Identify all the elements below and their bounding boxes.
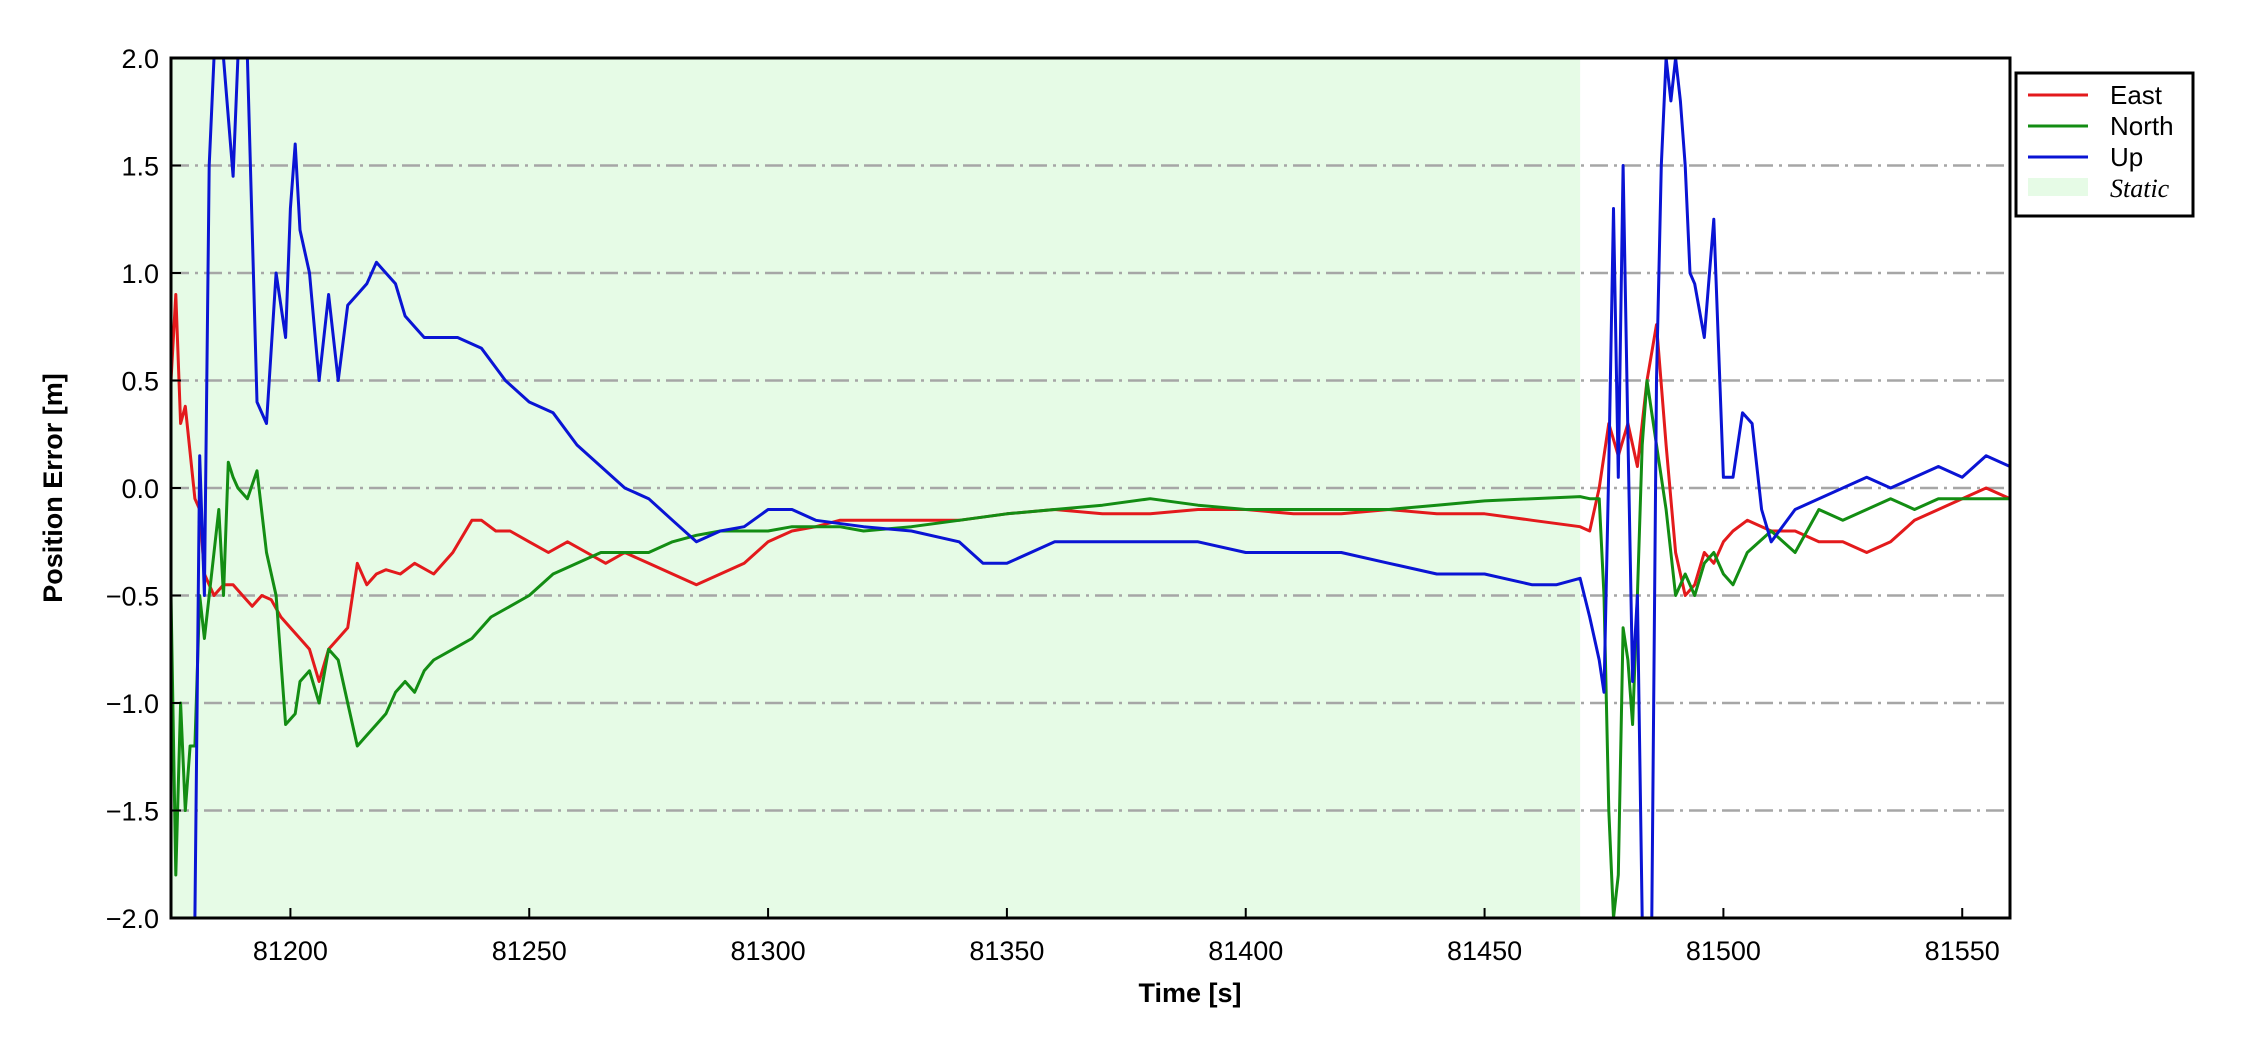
series-line-up <box>193 58 2010 918</box>
grid-lines <box>171 164 2010 812</box>
y-tick-label: −0.5 <box>106 582 159 612</box>
y-tick-label: 1.5 <box>121 152 159 182</box>
y-tick-label: 2.0 <box>121 44 159 74</box>
legend-label-static: Static <box>2110 174 2170 203</box>
x-tick-label: 81500 <box>1686 936 1761 966</box>
y-axis-label: Position Error [m] <box>38 373 68 603</box>
legend-label-north: North <box>2110 111 2174 141</box>
x-tick-label: 81400 <box>1208 936 1283 966</box>
series-line-north <box>171 379 2010 918</box>
y-tick-label: 1.0 <box>121 259 159 289</box>
x-tick-label: 81300 <box>731 936 806 966</box>
legend-swatch-static <box>2028 178 2088 196</box>
y-tick-label: −2.0 <box>106 904 159 934</box>
y-tick-label: 0.0 <box>121 474 159 504</box>
x-axis: 81200 81250 81300 81350 81400 81450 81500 81550 <box>253 908 2000 966</box>
series-line-east <box>171 293 2010 683</box>
x-axis-label: Time [s] <box>1138 978 1241 1008</box>
x-tick-label: 81550 <box>1925 936 2000 966</box>
x-tick-label: 81200 <box>253 936 328 966</box>
legend-label-up: Up <box>2110 142 2143 172</box>
x-tick-label: 81350 <box>969 936 1044 966</box>
series-group <box>171 58 2010 918</box>
legend: East North Up Static <box>2014 71 2195 218</box>
x-tick-label: 81250 <box>492 936 567 966</box>
y-tick-label: 0.5 <box>121 367 159 397</box>
y-tick-label: −1.5 <box>106 797 159 827</box>
legend-label-east: East <box>2110 80 2163 110</box>
y-axis: −2.0 −1.5 −1.0 −0.5 0.0 0.5 1.0 1.5 2.0 <box>106 44 181 934</box>
y-tick-label: −1.0 <box>106 689 159 719</box>
x-tick-label: 81450 <box>1447 936 1522 966</box>
